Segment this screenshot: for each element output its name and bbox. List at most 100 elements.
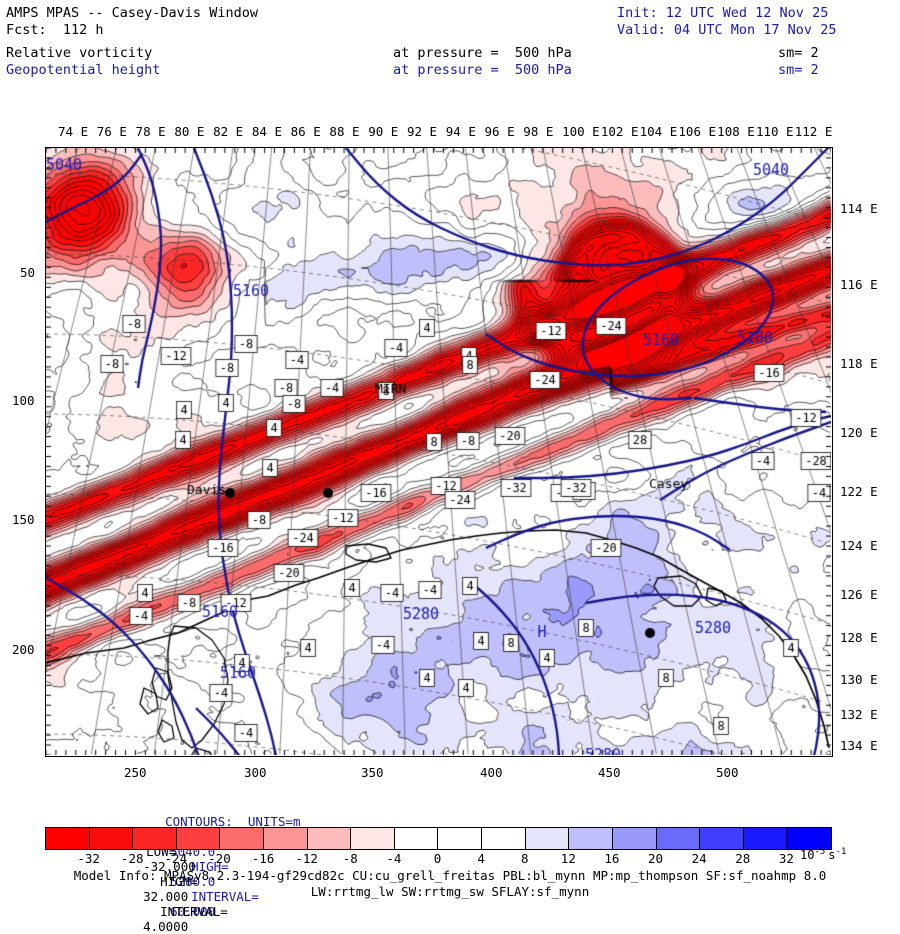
top-axis-tick: 86 E [290,124,321,139]
header-field1-sm: sm= 2 [778,45,819,61]
header-field2: Geopotential height [6,62,161,78]
map-plot-frame[interactable] [45,147,833,757]
top-axis-tick: 74 E [58,124,89,139]
header-field1: Relative vorticity [6,45,153,61]
top-axis-tick: 92 E [406,124,438,139]
colorbar-cell [46,828,90,849]
right-axis-tick: 130 E [840,672,878,687]
colorbar-cell [394,828,439,849]
colorbar-tick: -16 [251,851,275,866]
colorbar-tick: 16 [604,851,620,866]
colorbar-tick: -8 [342,851,358,866]
height-high-value: 5280.0 [170,874,216,889]
colorbar-tick: 20 [648,851,664,866]
colorbar-cell [351,828,395,849]
colorbar-cell [264,828,308,849]
colorbar-tick: -20 [208,851,231,866]
vort-interval-value: 4.0000 [143,919,189,934]
right-axis-tick: 126 E [840,587,878,602]
colorbar-cell [569,828,613,849]
bottom-axis-tick: 250 [124,765,147,780]
colorbar-tick: -24 [164,851,188,866]
bottom-axis-tick: 350 [361,765,384,780]
bottom-axis-tick: 450 [598,765,621,780]
right-axis-tick: 128 E [840,630,878,645]
bottom-axis-tick: 300 [244,765,267,780]
colorbar-tick: 32 [778,851,794,866]
top-axis-tick: 80 E [174,124,205,139]
bottom-axis-tick: 400 [480,765,503,780]
height-high-label: HIGH= [191,859,229,874]
colorbar-tick: 8 [520,851,529,866]
colorbar-cell [656,828,701,849]
colorbar-cell [743,828,788,849]
colorbar-cell [787,828,831,849]
vort-high-label: HIGH= [160,874,198,890]
header-init: Init: 12 UTC Wed 12 Nov 25 [617,5,829,21]
colorbar-cell [525,828,570,849]
colorbar-unit-label: 10-5 s-1 [800,847,846,862]
header-title: AMPS MPAS -- Casey-Davis Window [6,5,258,21]
left-axis-tick: 150 [12,512,35,527]
vorticity-colorbar[interactable] [45,827,832,850]
left-axis-tick: 50 [20,265,36,280]
top-axis-tick: 94 E [445,124,476,139]
top-axis-tick: 78 E [135,124,166,139]
left-axis-tick: 200 [12,642,35,657]
colorbar-tick: 24 [691,851,707,866]
vorticity-height-map[interactable] [46,148,831,755]
colorbar-cell [176,828,221,849]
top-axis-tick: 76 E [96,124,127,139]
colorbar-cell [220,828,265,849]
colorbar-tick: 12 [560,851,576,866]
model-info-line1: Model Info: MPASv8.2.3-194-gf29cd82c CU:… [73,868,827,883]
top-axis-tick: 102 E [600,124,639,139]
colorbar-tick: -28 [120,851,144,866]
right-axis-tick: 120 E [840,425,878,440]
colorbar-cell [133,828,177,849]
colorbar-cell [700,828,744,849]
header-field2-pressure: at pressure = 500 hPa [393,62,572,78]
colorbar-cell [482,828,526,849]
header-field2-sm: sm= 2 [778,62,819,78]
right-axis-tick: 132 E [840,707,878,722]
right-axis-tick: 122 E [840,484,878,499]
right-axis-tick: 114 E [840,201,878,216]
cb-unit-s: s [828,848,836,862]
header-valid: Valid: 04 UTC Mon 17 Nov 25 [617,22,837,38]
colorbar-cell [438,828,483,849]
top-axis-tick: 110 E [755,124,794,139]
top-axis-tick: 104 E [639,124,678,139]
right-axis-tick: 124 E [840,538,878,553]
right-axis-tick: 134 E [840,738,878,753]
top-axis-tick: 82 E [213,124,244,139]
colorbar-cell [307,828,352,849]
colorbar-cell [89,828,134,849]
top-axis-tick: 108 E [717,124,755,139]
bottom-axis-tick: 500 [716,765,739,780]
colorbar-tick: -32 [77,851,100,866]
cb-unit-s-exp: -1 [835,847,847,857]
right-axis-tick: 118 E [840,356,878,371]
colorbar-tick: -12 [295,851,318,866]
header-field1-pressure: at pressure = 500 hPa [393,45,572,61]
top-axis-tick: 100 E [562,124,600,139]
cb-unit-exp: -5 [814,847,826,857]
vort-low-value: -32.000 [143,859,196,875]
colorbar-tick: -4 [386,851,402,866]
colorbar-cell [612,828,657,849]
top-axis-tick: 88 E [329,124,360,139]
colorbar-tick: 28 [735,851,751,866]
colorbar-tick: 0 [433,851,442,866]
top-axis-tick: 84 E [251,124,282,139]
top-axis-tick: 112 E [794,124,833,139]
top-axis-tick: 98 E [523,124,554,139]
vort-interval-label: INTERVAL= [160,904,228,920]
right-axis-tick: 116 E [840,277,878,292]
top-axis-tick: 90 E [368,124,399,139]
model-info-line2: LW:rrtmg_lw SW:rrtmg_sw SFLAY:sf_mynn [310,884,590,899]
top-axis-tick: 106 E [678,124,717,139]
colorbar-tick: 4 [477,851,485,866]
cb-unit-base: 10 [800,848,815,862]
header-fcst: Fcst: 112 h [6,22,104,38]
